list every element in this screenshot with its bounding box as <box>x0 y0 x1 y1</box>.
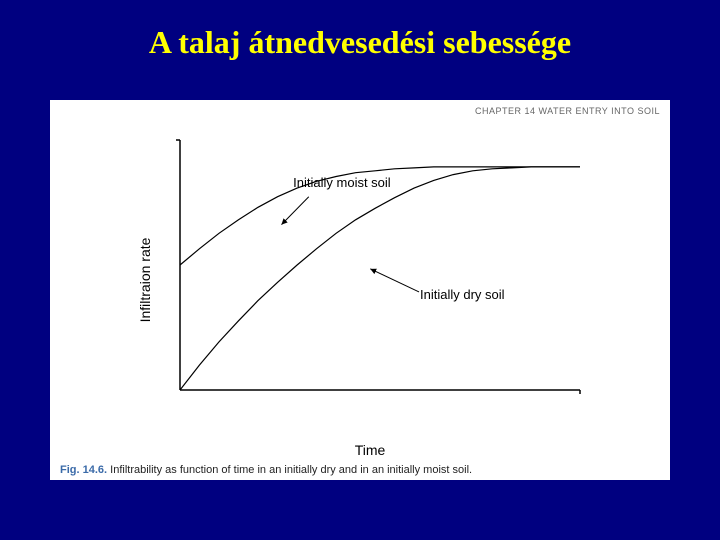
caption-fig-number: Fig. 14.6. <box>60 464 107 476</box>
y-axis-label: Infiltraion rate <box>137 238 153 323</box>
figure-caption: Fig. 14.6. Infiltrability as function of… <box>60 464 660 476</box>
caption-text: Infiltrability as function of time in an… <box>110 464 472 476</box>
curve-label-moist: Initially moist soil <box>293 175 391 190</box>
header-fragment: CHAPTER 14 WATER ENTRY INTO SOIL <box>475 106 660 116</box>
figure-panel: CHAPTER 14 WATER ENTRY INTO SOIL Infiltr… <box>50 100 670 480</box>
slide-title: A talaj átnedvesedési sebessége <box>0 24 720 61</box>
curve-label-dry: Initially dry soil <box>420 287 505 302</box>
x-axis-label: Time <box>355 442 386 458</box>
